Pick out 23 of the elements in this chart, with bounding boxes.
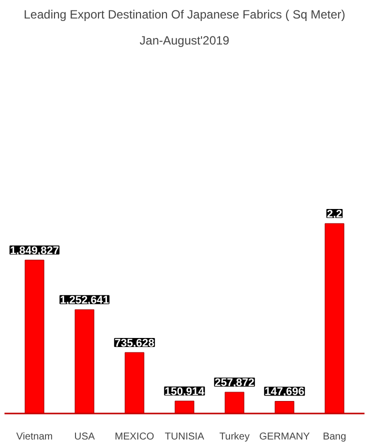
data-label: 1,849,827 — [10, 245, 59, 258]
bar — [74, 309, 94, 414]
data-label: 147,696 — [264, 386, 304, 398]
bar — [174, 400, 194, 414]
annotation: 2,2 — [326, 208, 342, 220]
bar — [124, 352, 144, 414]
x-tick-label: Vietnam — [16, 432, 53, 442]
data-label: 257,872 — [214, 377, 254, 390]
x-tick-label: USA — [74, 432, 96, 442]
data-label: 735,628 — [114, 337, 154, 350]
bar — [24, 260, 44, 414]
data-label: 1,252,641 — [60, 294, 109, 307]
data-label: 150,914 — [164, 386, 206, 398]
chart-title: Leading Export Destination Of Japanese Fabrics ( Sq Meter) — [24, 8, 346, 22]
bar — [224, 392, 244, 414]
x-tick-label: MEXICO — [114, 432, 154, 442]
bar — [324, 223, 344, 414]
bar — [274, 400, 294, 414]
x-tick-label: Turkey — [219, 432, 250, 442]
x-tick-label: GERMANY — [259, 432, 310, 442]
chart-subtitle: Jan-August'2019 — [140, 34, 230, 48]
x-tick-label: TUNISIA — [164, 432, 205, 442]
x-tick-label: Bang — [322, 432, 346, 442]
